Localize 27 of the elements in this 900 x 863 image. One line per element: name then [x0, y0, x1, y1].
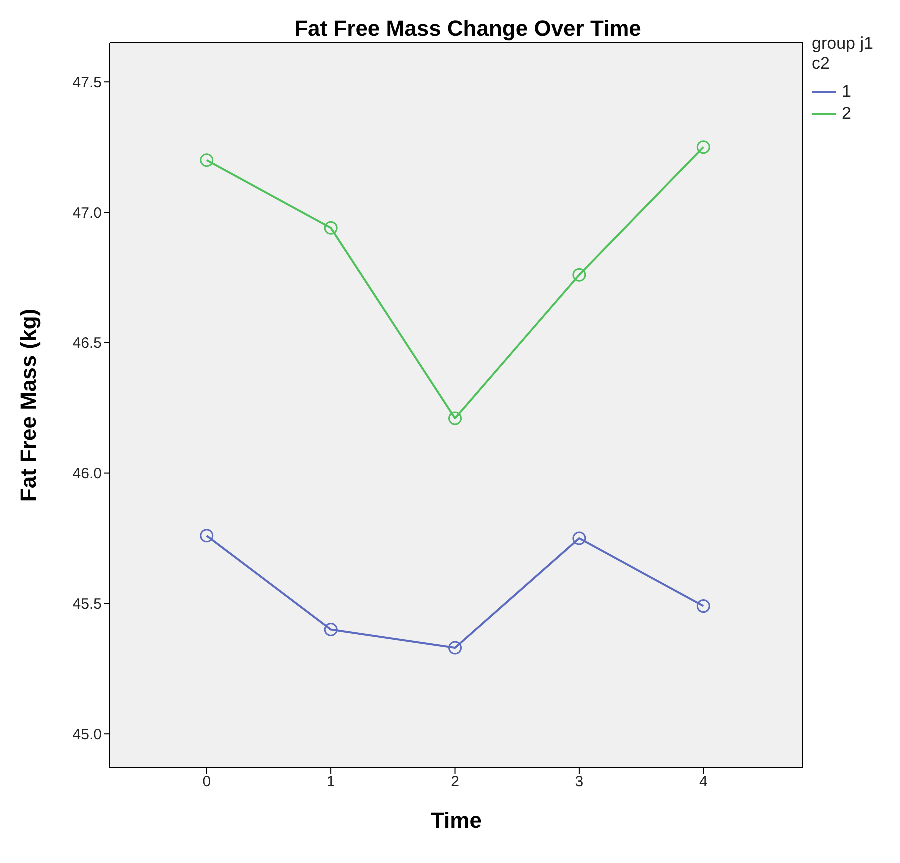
x-tick-label: 4	[699, 774, 708, 791]
y-tick-label: 46.5	[72, 335, 102, 352]
y-tick-label: 47.5	[72, 74, 102, 92]
y-tick-label: 47.0	[72, 204, 102, 222]
legend-label: 2	[842, 104, 852, 124]
y-axis-title: Fat Free Mass (kg)	[16, 308, 41, 502]
legend-label: 1	[842, 82, 852, 102]
chart-title: Fat Free Mass Change Over Time	[294, 16, 642, 41]
point	[696, 140, 710, 154]
point	[200, 154, 214, 168]
legend-title: group j1 c2	[812, 34, 874, 74]
point	[448, 641, 462, 655]
point	[324, 221, 338, 235]
point	[200, 529, 214, 543]
x-tick-label: 2	[451, 774, 460, 791]
x-tick-label: 1	[326, 774, 336, 791]
x-tick-label: 0	[202, 774, 212, 791]
point	[448, 412, 462, 426]
x-tick-label: 3	[575, 774, 584, 791]
point	[324, 623, 338, 637]
y-tick-label: 45.5	[72, 596, 102, 614]
y-tick-label: 46.0	[72, 466, 102, 483]
y-tick-label: 45.0	[72, 726, 102, 744]
point	[696, 600, 710, 614]
point	[572, 532, 586, 546]
x-axis-title: Time	[431, 808, 482, 833]
point	[572, 268, 586, 282]
